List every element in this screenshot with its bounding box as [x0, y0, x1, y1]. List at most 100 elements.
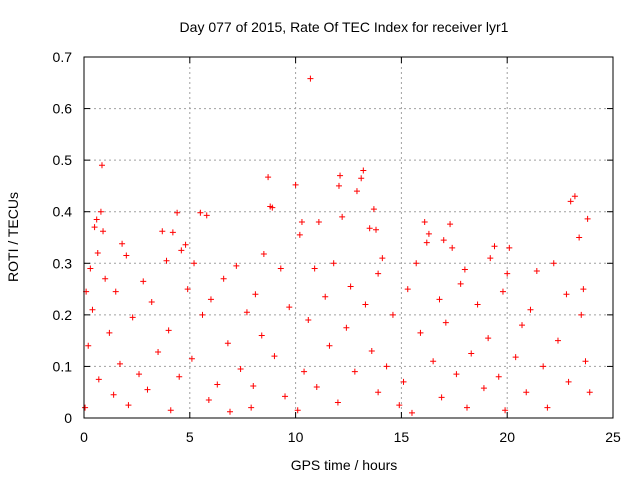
data-point — [571, 193, 578, 200]
data-point — [519, 322, 526, 329]
data-point — [169, 229, 176, 236]
y-tick-label: 0.7 — [53, 49, 73, 65]
data-point — [91, 224, 98, 231]
data-series-roti — [82, 75, 593, 416]
data-point — [586, 389, 593, 396]
data-point — [487, 255, 494, 262]
data-point — [252, 291, 259, 298]
data-point — [112, 288, 119, 295]
data-point — [174, 209, 181, 216]
x-tick-label: 5 — [186, 429, 194, 445]
data-point — [582, 358, 589, 365]
y-tick-label: 0.6 — [53, 101, 73, 117]
data-point — [436, 296, 443, 303]
data-point — [322, 293, 329, 300]
data-point — [335, 182, 342, 189]
data-point — [97, 208, 104, 215]
data-point — [527, 306, 534, 313]
data-point — [159, 228, 166, 235]
data-point — [148, 298, 155, 305]
data-point — [375, 270, 382, 277]
data-point — [178, 247, 185, 254]
axis-ticks — [83, 56, 614, 419]
data-point — [292, 181, 299, 188]
y-tick-label: 0.2 — [53, 307, 73, 323]
data-point — [330, 260, 337, 267]
data-point — [125, 402, 132, 409]
data-point — [98, 162, 105, 169]
data-point — [243, 309, 250, 316]
data-point — [207, 296, 214, 303]
data-point — [485, 335, 492, 342]
data-point — [413, 260, 420, 267]
chart-title: Day 077 of 2015, Rate Of TEC Index for r… — [180, 19, 509, 35]
data-point — [269, 204, 276, 211]
data-point — [258, 332, 265, 339]
data-point — [495, 373, 502, 380]
data-point — [576, 234, 583, 241]
data-point — [282, 393, 289, 400]
x-tick-label: 20 — [499, 429, 515, 445]
data-point — [440, 237, 447, 244]
data-point — [347, 283, 354, 290]
data-point — [362, 301, 369, 308]
data-point — [360, 167, 367, 174]
data-point — [449, 244, 456, 251]
data-point — [197, 209, 204, 216]
data-point — [379, 255, 386, 262]
data-point — [203, 212, 210, 219]
data-point — [438, 394, 445, 401]
data-point — [277, 265, 284, 272]
data-point — [358, 175, 365, 182]
data-point — [176, 373, 183, 380]
data-point — [315, 219, 322, 226]
data-point — [474, 301, 481, 308]
data-point — [199, 311, 206, 318]
data-point — [423, 239, 430, 246]
data-point — [95, 376, 102, 383]
data-point — [313, 384, 320, 391]
data-point — [506, 244, 513, 251]
data-point — [296, 231, 303, 238]
data-point — [220, 275, 227, 282]
data-point — [163, 257, 170, 264]
data-point — [370, 206, 377, 213]
y-axis-label: ROTI / TECUs — [5, 192, 21, 282]
data-point — [106, 329, 113, 336]
data-point — [491, 243, 498, 250]
data-point — [567, 198, 574, 205]
data-point — [544, 404, 551, 411]
data-point — [248, 404, 255, 411]
data-point — [167, 407, 174, 414]
data-point — [442, 319, 449, 326]
data-point — [463, 404, 470, 411]
data-point — [265, 174, 272, 181]
x-tick-label: 15 — [394, 429, 410, 445]
data-point — [353, 188, 360, 195]
data-point — [305, 317, 312, 324]
data-point — [93, 216, 100, 223]
data-point — [404, 286, 411, 293]
data-point — [94, 249, 101, 256]
data-point — [430, 358, 437, 365]
y-tick-label: 0.5 — [53, 152, 73, 168]
data-point — [224, 340, 231, 347]
data-point — [129, 314, 136, 321]
data-point — [502, 407, 509, 414]
data-point — [140, 278, 147, 285]
data-point — [554, 337, 561, 344]
data-point — [523, 389, 530, 396]
data-point — [457, 280, 464, 287]
data-point — [499, 288, 506, 295]
data-point — [512, 354, 519, 361]
data-point — [119, 240, 126, 247]
y-tick-label: 0.4 — [53, 204, 73, 220]
data-point — [286, 304, 293, 311]
data-point — [89, 306, 96, 313]
y-tick-label: 0.3 — [53, 255, 73, 271]
x-tick-label: 0 — [80, 429, 88, 445]
data-point — [400, 378, 407, 385]
y-tick-label: 0 — [64, 410, 72, 426]
data-point — [389, 311, 396, 318]
